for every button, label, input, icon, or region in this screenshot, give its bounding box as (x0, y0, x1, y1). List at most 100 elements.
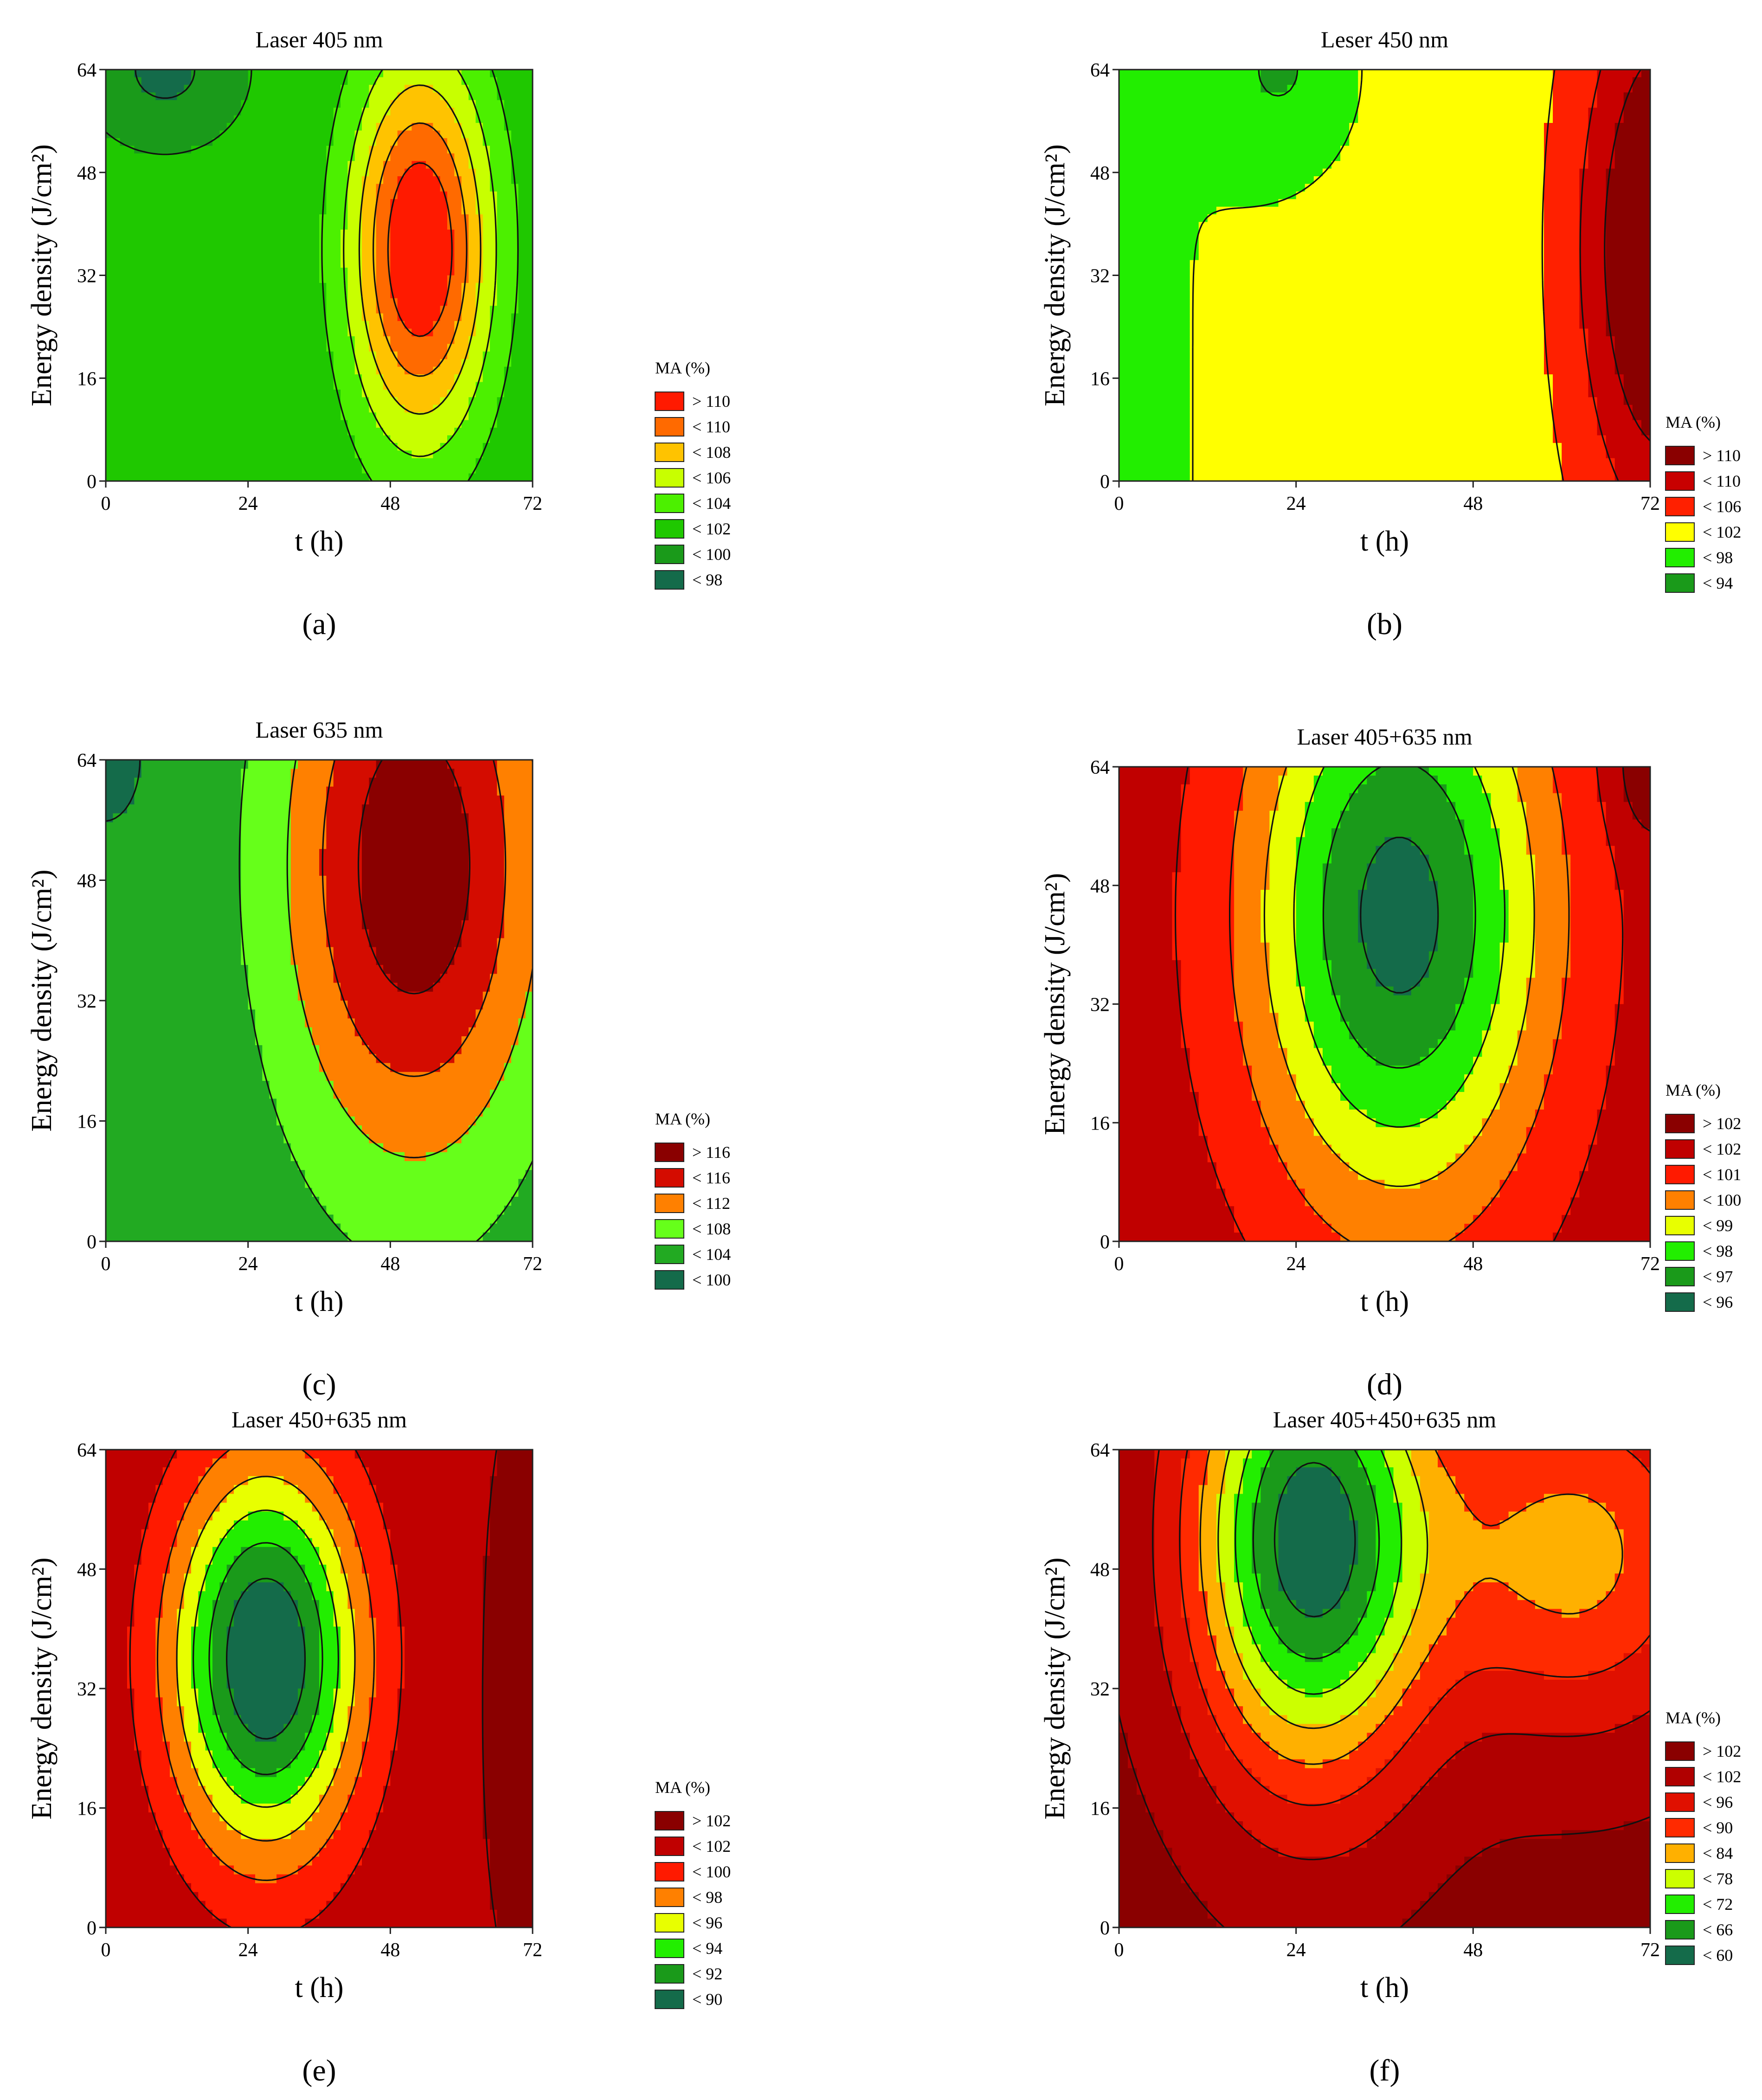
contour-cell (461, 161, 469, 169)
contour-cell (155, 100, 163, 108)
contour-cell (226, 458, 234, 466)
contour-cell (1154, 184, 1164, 192)
contour-cell (476, 336, 483, 345)
contour-cell (1367, 313, 1376, 321)
contour-cell (504, 153, 512, 161)
contour-cell (127, 298, 135, 307)
contour-cell (106, 191, 114, 200)
contour-cell (277, 275, 284, 283)
contour-cell (248, 153, 256, 161)
contour-cell (497, 450, 505, 459)
contour-cell (226, 214, 234, 223)
contour-cell (1269, 275, 1279, 283)
contour-cell (177, 466, 185, 474)
contour-cell (113, 214, 121, 223)
contour-cell (333, 313, 341, 321)
contour-cell (184, 176, 192, 185)
contour-cell (290, 283, 298, 291)
contour-cell (1119, 244, 1128, 253)
contour-cell (148, 260, 156, 268)
contour-cell (418, 206, 426, 215)
contour-cell (262, 283, 270, 291)
contour-cell (1234, 108, 1243, 116)
contour-cell (1260, 130, 1270, 139)
contour-cell (219, 229, 227, 238)
contour-cell (269, 283, 277, 291)
contour-cell (1260, 153, 1270, 161)
contour-cell (248, 199, 256, 207)
contour-cell (354, 70, 362, 78)
contour-cell (283, 122, 291, 131)
contour-cell (482, 77, 490, 85)
contour-cell (262, 458, 270, 466)
contour-cell (127, 389, 135, 398)
contour-cell (525, 176, 533, 185)
contour-cell (1376, 328, 1385, 337)
contour-field (1119, 70, 1651, 482)
contour-cell (1331, 450, 1341, 459)
contour-cell (1216, 366, 1226, 375)
contour-cell (405, 100, 412, 108)
contour-cell (219, 214, 227, 223)
contour-cell (234, 100, 242, 108)
contour-cell (277, 214, 284, 223)
contour-cell (1269, 313, 1279, 321)
contour-cell (497, 176, 505, 185)
contour-cell (1252, 435, 1261, 443)
contour-cell (418, 397, 426, 405)
contour-cell (390, 100, 398, 108)
contour-cell (277, 115, 284, 123)
contour-cell (390, 450, 398, 459)
contour-cell (440, 374, 448, 383)
contour-cell (1260, 100, 1270, 108)
contour-cell (1198, 473, 1208, 482)
contour-cell (482, 176, 490, 185)
contour-cell (354, 84, 362, 93)
contour-cell (298, 168, 306, 177)
contour-cell (1358, 153, 1368, 161)
contour-cell (1137, 184, 1146, 192)
contour-cell (1305, 382, 1314, 390)
contour-cell (1198, 77, 1208, 85)
contour-cell (482, 428, 490, 436)
contour-cell (476, 397, 483, 405)
contour-cell (1384, 458, 1394, 466)
contour-cell (490, 283, 498, 291)
contour-cell (290, 290, 298, 299)
contour-cell (326, 176, 334, 185)
contour-cell (354, 199, 362, 207)
contour-cell (518, 122, 526, 131)
contour-cell (113, 435, 121, 443)
contour-cell (1278, 146, 1288, 154)
contour-cell (1128, 428, 1137, 436)
contour-cell (1313, 77, 1323, 85)
contour-cell (234, 115, 242, 123)
contour-cell (412, 298, 419, 307)
contour-cell (1296, 412, 1305, 421)
contour-cell (476, 405, 483, 413)
contour-cell (1384, 443, 1394, 451)
contour-cell (1216, 374, 1226, 383)
contour-cell (1340, 366, 1350, 375)
contour-cell (1198, 122, 1208, 131)
contour-cell (333, 283, 341, 291)
contour-cell (418, 458, 426, 466)
contour-cell (248, 191, 256, 200)
contour-cell (1367, 237, 1376, 245)
contour-cell (341, 130, 348, 139)
contour-cell (269, 244, 277, 253)
contour-cell (198, 122, 206, 131)
legend-title: MA (%) (655, 359, 710, 377)
contour-cell (433, 389, 441, 398)
contour-cell (326, 237, 334, 245)
contour-cell (1278, 458, 1288, 466)
contour-cell (1172, 428, 1182, 436)
contour-cell (1278, 473, 1288, 482)
contour-cell (476, 168, 483, 177)
contour-cell (1367, 328, 1376, 337)
contour-cell (482, 450, 490, 459)
contour-cell (362, 214, 370, 223)
contour-cell (397, 161, 405, 169)
contour-cell (1340, 176, 1350, 185)
contour-cell (333, 77, 341, 85)
